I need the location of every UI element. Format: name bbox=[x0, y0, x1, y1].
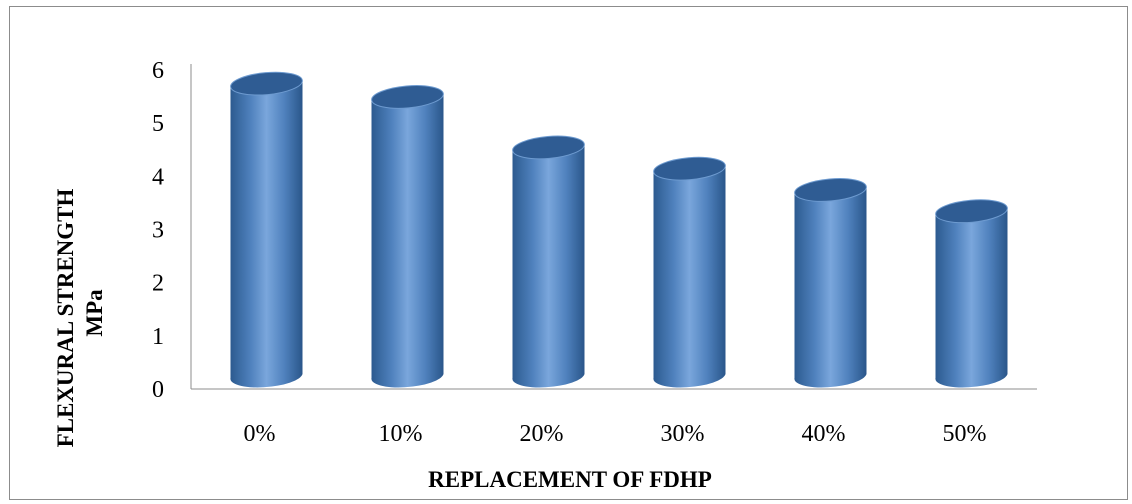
x-tick-label: 40% bbox=[802, 421, 846, 447]
bar-cap bbox=[935, 199, 1008, 224]
x-axis-title: REPLACEMENT OF FDHP bbox=[428, 467, 712, 492]
bar-cap bbox=[371, 85, 444, 109]
bar bbox=[794, 178, 867, 388]
bar-cap bbox=[230, 71, 303, 96]
y-axis-title-line1: FLEXURAL STRENGTH bbox=[53, 188, 78, 447]
x-tick-label: 30% bbox=[661, 421, 705, 447]
bars bbox=[230, 71, 1008, 388]
y-tick-label: 4 bbox=[152, 164, 164, 190]
y-tick-label: 1 bbox=[152, 324, 164, 350]
bar bbox=[512, 135, 585, 388]
bar-body bbox=[653, 166, 726, 388]
bar bbox=[935, 199, 1008, 388]
x-axis-ticks: 0% 10% 20% 30% 40% 50% bbox=[244, 421, 987, 447]
bar-body bbox=[512, 145, 585, 388]
bar bbox=[230, 71, 303, 388]
bar-body bbox=[794, 187, 867, 388]
y-tick-label: 3 bbox=[152, 218, 164, 244]
bar-body bbox=[371, 94, 444, 388]
y-axis-title-line2: MPa bbox=[82, 289, 107, 337]
y-tick-label: 0 bbox=[152, 377, 164, 403]
bar-body bbox=[230, 81, 303, 388]
x-tick-label: 50% bbox=[943, 421, 987, 447]
bar bbox=[371, 85, 444, 388]
y-axis-ticks: 0 1 2 3 4 5 6 bbox=[152, 58, 164, 403]
x-tick-label: 0% bbox=[244, 421, 276, 447]
bar-body bbox=[935, 209, 1008, 388]
axes bbox=[190, 64, 1037, 390]
x-tick-label: 20% bbox=[520, 421, 564, 447]
y-tick-label: 5 bbox=[152, 111, 164, 137]
y-tick-label: 2 bbox=[152, 271, 164, 297]
y-tick-label: 6 bbox=[152, 58, 164, 84]
y-axis-title: FLEXURAL STRENGTH MPa bbox=[53, 188, 107, 447]
bar-cap bbox=[653, 156, 726, 181]
bar bbox=[653, 156, 726, 388]
bar-cap bbox=[512, 135, 585, 160]
bar-cap bbox=[794, 178, 867, 202]
x-tick-label: 10% bbox=[379, 421, 423, 447]
